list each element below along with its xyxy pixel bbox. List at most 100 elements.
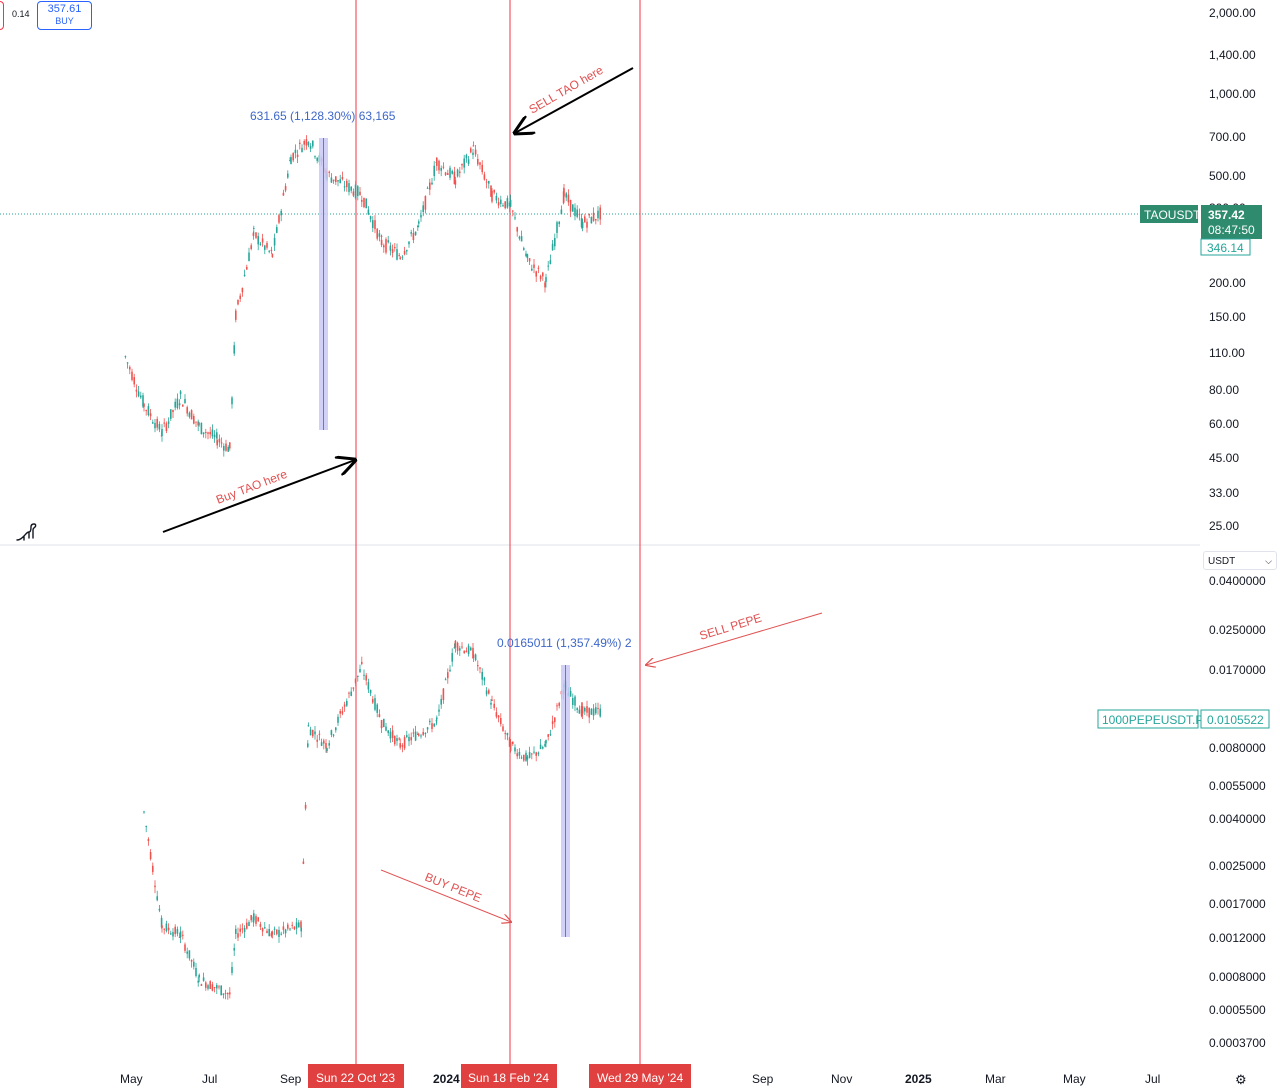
y-tick: 0.0025000 [1209, 859, 1266, 873]
candle-body [539, 744, 542, 750]
candle-body [124, 356, 127, 358]
candle-body [231, 967, 233, 973]
y-tick: 1,400.00 [1209, 48, 1256, 62]
candle-body [406, 250, 408, 252]
candle-body [231, 397, 233, 405]
candle-body [253, 913, 255, 921]
candle-body [257, 236, 259, 245]
candle-body [535, 271, 537, 277]
candle-body [195, 968, 197, 976]
candle-body [298, 922, 300, 928]
candle-body [518, 752, 521, 756]
date-marker-2 [461, 1064, 557, 1088]
candle-body [438, 709, 440, 712]
candle-body [278, 215, 280, 223]
candle-body [140, 395, 142, 398]
candle-body [326, 748, 328, 752]
buy-button[interactable]: 357.61 BUY [37, 1, 92, 30]
candle-body [174, 926, 176, 935]
price-axis-top[interactable]: 2,000.00 1,400.00 1,000.00 700.00 500.00… [1209, 6, 1256, 533]
candle-body [261, 927, 264, 932]
candle-body [535, 752, 537, 756]
candle-body [394, 246, 396, 249]
candle-body [493, 703, 495, 708]
candle-body [447, 173, 449, 175]
y-tick: 0.0250000 [1209, 623, 1266, 637]
gear-icon[interactable]: ⚙ [1235, 1072, 1247, 1087]
candle-body [237, 933, 239, 938]
candle-body [414, 231, 417, 236]
candle-body [142, 395, 144, 407]
price-axis-bottom[interactable]: 0.0400000 0.0250000 0.0170000 0.0080000 … [1209, 574, 1266, 1050]
candle-body [318, 733, 321, 735]
chevron-down-icon: ⌵ [1265, 556, 1272, 566]
candle-body [149, 413, 152, 417]
candle-body [207, 985, 209, 989]
candle-body [367, 682, 370, 690]
symbol-tag-pepe [1097, 709, 1199, 729]
candle-body [300, 921, 302, 928]
candle-body [211, 429, 214, 437]
candle-body [581, 706, 584, 714]
candle-body [190, 959, 193, 962]
candle-body [417, 225, 419, 227]
candle-body [282, 926, 285, 930]
candle-body [304, 804, 307, 809]
candle-body [378, 233, 381, 237]
candle-body [280, 933, 282, 935]
candle-body [346, 700, 348, 706]
candle-body [211, 984, 214, 991]
candle-body [567, 194, 570, 203]
y-tick: 0.0055000 [1209, 779, 1266, 793]
candle-body [287, 173, 289, 178]
candle-body [597, 707, 599, 709]
candle-body [300, 927, 302, 932]
sell-tao-arrow [515, 67, 634, 133]
candle-body [481, 671, 483, 680]
measure-label-tao: 631.65 (1,128.30%) 63,165 [250, 109, 396, 123]
symbol-tag-tao [1140, 205, 1198, 223]
candle-body [488, 180, 490, 184]
candle-body [447, 672, 449, 679]
candle-body [359, 191, 361, 196]
candle-body [424, 732, 427, 734]
candle-body [200, 422, 203, 435]
candle-body [205, 982, 207, 988]
candle-body [337, 716, 339, 723]
candle-body [394, 735, 396, 745]
candle-body [241, 928, 244, 930]
candle-body [520, 757, 523, 759]
candle-body [341, 176, 344, 180]
time-axis[interactable]: May Jul Sep 2024 Sep Nov 2025 Mar May Ju… [120, 1072, 1160, 1086]
candle-body [502, 205, 504, 207]
candle-body [537, 267, 540, 269]
candle-body [385, 239, 387, 253]
candle-body [179, 391, 182, 395]
x-tick: May [1063, 1072, 1086, 1086]
candle-body [264, 927, 266, 929]
candle-body [295, 922, 298, 929]
candle-body [584, 216, 586, 223]
candle-body [396, 249, 398, 260]
currency-select-value: USDT [1208, 556, 1236, 567]
date-marker-1-text: Sun 22 Oct '23 [316, 1071, 395, 1085]
candle-body [412, 233, 415, 241]
candle-body [516, 753, 518, 757]
candle-body [403, 250, 406, 255]
candle-body [461, 163, 463, 166]
candle-body [330, 730, 333, 735]
currency-select[interactable]: USDT ⌵ [1203, 551, 1277, 570]
candle-body [586, 706, 588, 713]
x-tick: Mar [985, 1072, 1006, 1086]
candle-body [348, 183, 350, 192]
candle-body [361, 199, 363, 202]
candle-body [143, 811, 145, 813]
candle-body [332, 179, 335, 182]
candle-body [406, 735, 408, 737]
candle-body [270, 249, 273, 251]
candle-body [291, 924, 293, 926]
candle-body [467, 159, 470, 164]
candle-body [154, 885, 156, 888]
candle-body [408, 736, 410, 742]
